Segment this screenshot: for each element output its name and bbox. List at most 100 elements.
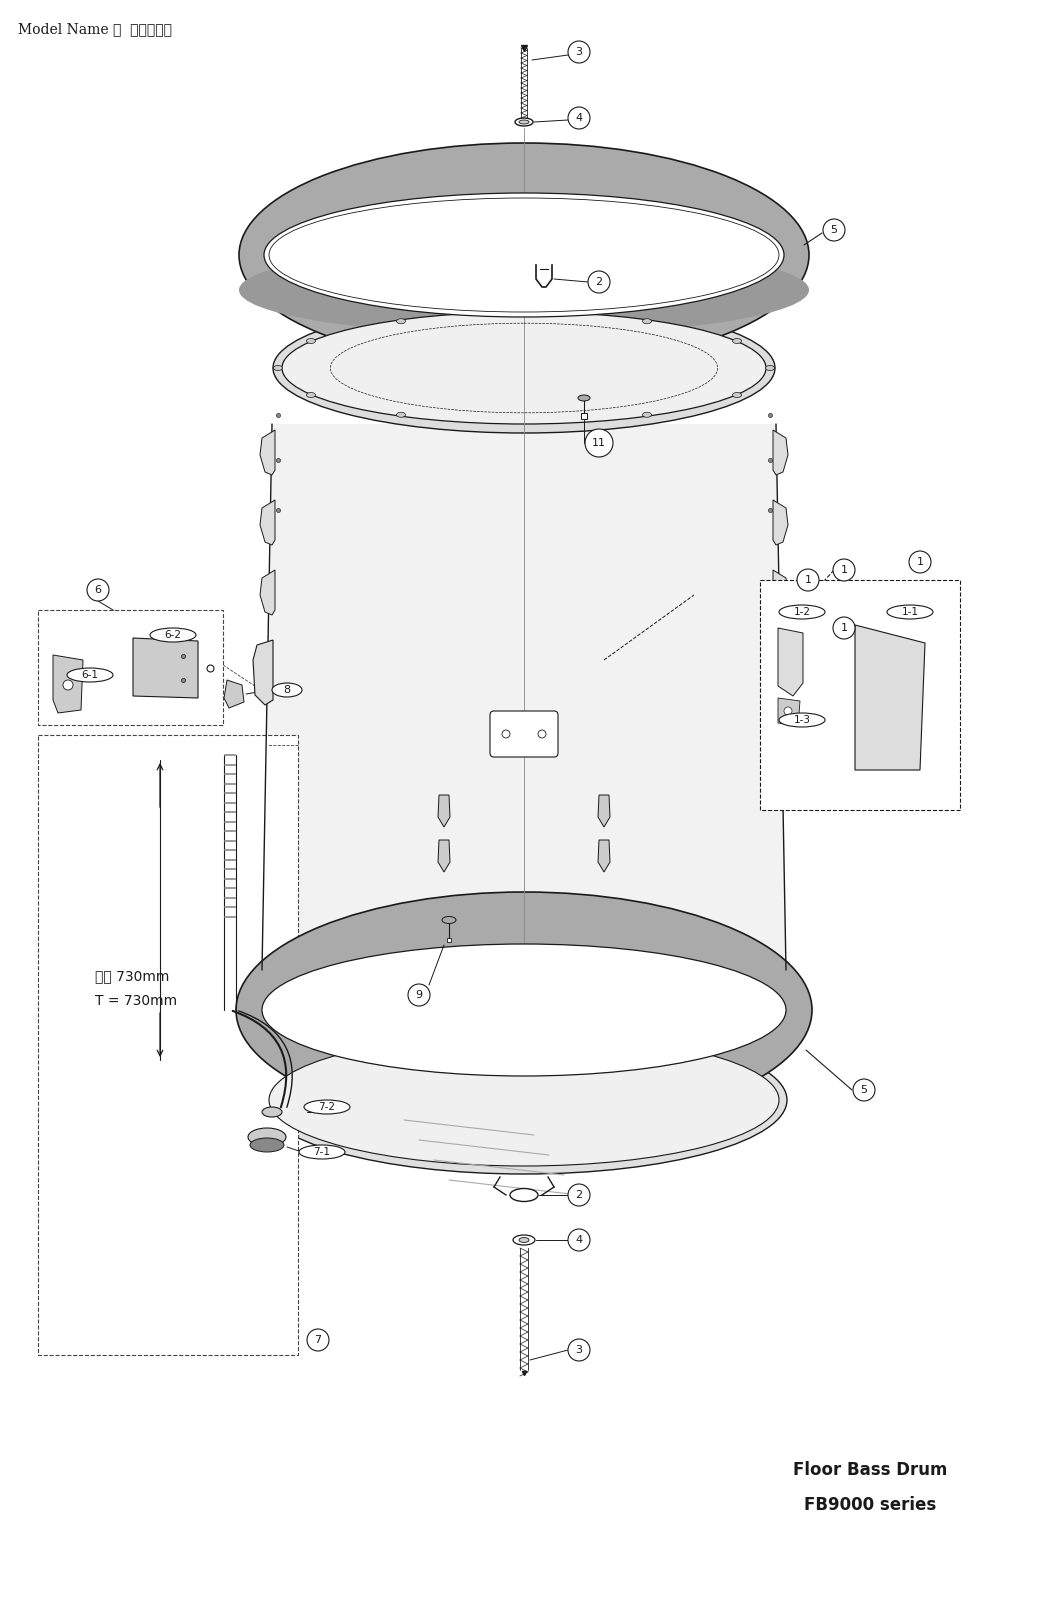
Polygon shape (855, 625, 925, 770)
Circle shape (909, 551, 932, 573)
Circle shape (853, 1079, 875, 1102)
Circle shape (63, 680, 73, 690)
Ellipse shape (510, 1189, 538, 1202)
Ellipse shape (442, 917, 456, 923)
FancyBboxPatch shape (38, 611, 223, 726)
Text: 7-1: 7-1 (314, 1147, 330, 1157)
FancyBboxPatch shape (490, 711, 558, 757)
Text: 7: 7 (315, 1335, 322, 1345)
Circle shape (823, 219, 845, 241)
Polygon shape (260, 501, 275, 544)
Polygon shape (773, 429, 788, 475)
Ellipse shape (732, 339, 742, 343)
Text: 高さ 730mm: 高さ 730mm (95, 969, 169, 983)
Text: 6-2: 6-2 (165, 630, 181, 640)
Ellipse shape (766, 366, 774, 371)
Polygon shape (773, 501, 788, 544)
Text: 9: 9 (415, 990, 423, 1000)
Ellipse shape (269, 198, 779, 313)
Text: 6-1: 6-1 (82, 671, 99, 680)
Circle shape (408, 983, 430, 1006)
Text: 3: 3 (576, 1345, 582, 1354)
FancyArrowPatch shape (233, 1011, 286, 1108)
Circle shape (588, 271, 611, 293)
Polygon shape (788, 650, 821, 714)
Text: 3: 3 (576, 47, 582, 57)
Polygon shape (260, 429, 275, 475)
Circle shape (797, 569, 819, 591)
Ellipse shape (67, 667, 113, 682)
Polygon shape (438, 795, 450, 826)
Polygon shape (778, 698, 800, 726)
Text: 8: 8 (283, 685, 291, 695)
Ellipse shape (150, 629, 196, 642)
Text: 11: 11 (592, 437, 606, 449)
Text: T = 730mm: T = 730mm (95, 995, 177, 1008)
Circle shape (568, 107, 590, 130)
Circle shape (87, 578, 109, 601)
Ellipse shape (642, 411, 651, 418)
FancyBboxPatch shape (759, 580, 960, 810)
Text: 5: 5 (831, 225, 837, 235)
Polygon shape (133, 638, 198, 698)
Text: 7-2: 7-2 (319, 1102, 336, 1111)
Ellipse shape (272, 684, 302, 697)
Ellipse shape (515, 118, 533, 126)
Ellipse shape (304, 1100, 350, 1115)
Text: 6: 6 (94, 585, 102, 595)
Ellipse shape (250, 1137, 284, 1152)
Ellipse shape (248, 1128, 286, 1145)
Ellipse shape (262, 1106, 282, 1118)
Text: 2: 2 (576, 1191, 582, 1200)
FancyArrowPatch shape (238, 1011, 293, 1108)
Ellipse shape (519, 120, 529, 125)
Text: Model Name ：: Model Name ： (18, 23, 172, 36)
Text: 5: 5 (860, 1085, 868, 1095)
Circle shape (833, 617, 855, 638)
Polygon shape (260, 570, 275, 616)
Ellipse shape (264, 193, 784, 318)
Ellipse shape (274, 366, 282, 371)
Circle shape (568, 1230, 590, 1251)
Text: Floor Bass Drum: Floor Bass Drum (793, 1461, 947, 1479)
Polygon shape (53, 654, 83, 713)
Ellipse shape (397, 411, 406, 418)
Ellipse shape (642, 319, 651, 324)
Circle shape (568, 40, 590, 63)
Ellipse shape (397, 319, 406, 324)
Ellipse shape (273, 303, 775, 433)
Text: 1-2: 1-2 (793, 608, 811, 617)
Ellipse shape (519, 1238, 529, 1243)
Ellipse shape (236, 893, 812, 1128)
Polygon shape (773, 570, 788, 616)
Circle shape (784, 706, 792, 714)
Ellipse shape (306, 339, 316, 343)
Ellipse shape (578, 395, 590, 402)
Circle shape (833, 559, 855, 582)
Text: 1: 1 (805, 575, 812, 585)
Ellipse shape (262, 944, 786, 1076)
Circle shape (307, 1328, 329, 1351)
Text: 1: 1 (917, 557, 923, 567)
Text: 1-3: 1-3 (793, 714, 811, 726)
Text: 1: 1 (840, 565, 848, 575)
Ellipse shape (887, 604, 933, 619)
Ellipse shape (779, 713, 825, 727)
Polygon shape (778, 629, 802, 697)
Polygon shape (598, 795, 611, 826)
Ellipse shape (513, 1234, 535, 1246)
Ellipse shape (796, 676, 810, 688)
Text: 1-1: 1-1 (901, 608, 919, 617)
Ellipse shape (269, 1034, 779, 1166)
Text: 4: 4 (576, 113, 582, 123)
Ellipse shape (732, 392, 742, 397)
Text: 2: 2 (596, 277, 602, 287)
Text: 4: 4 (576, 1234, 582, 1246)
Polygon shape (598, 841, 611, 872)
Ellipse shape (779, 604, 825, 619)
Text: FB9000 series: FB9000 series (804, 1495, 936, 1515)
Polygon shape (438, 841, 450, 872)
Ellipse shape (239, 245, 809, 335)
FancyBboxPatch shape (38, 735, 298, 1354)
Polygon shape (775, 640, 795, 705)
